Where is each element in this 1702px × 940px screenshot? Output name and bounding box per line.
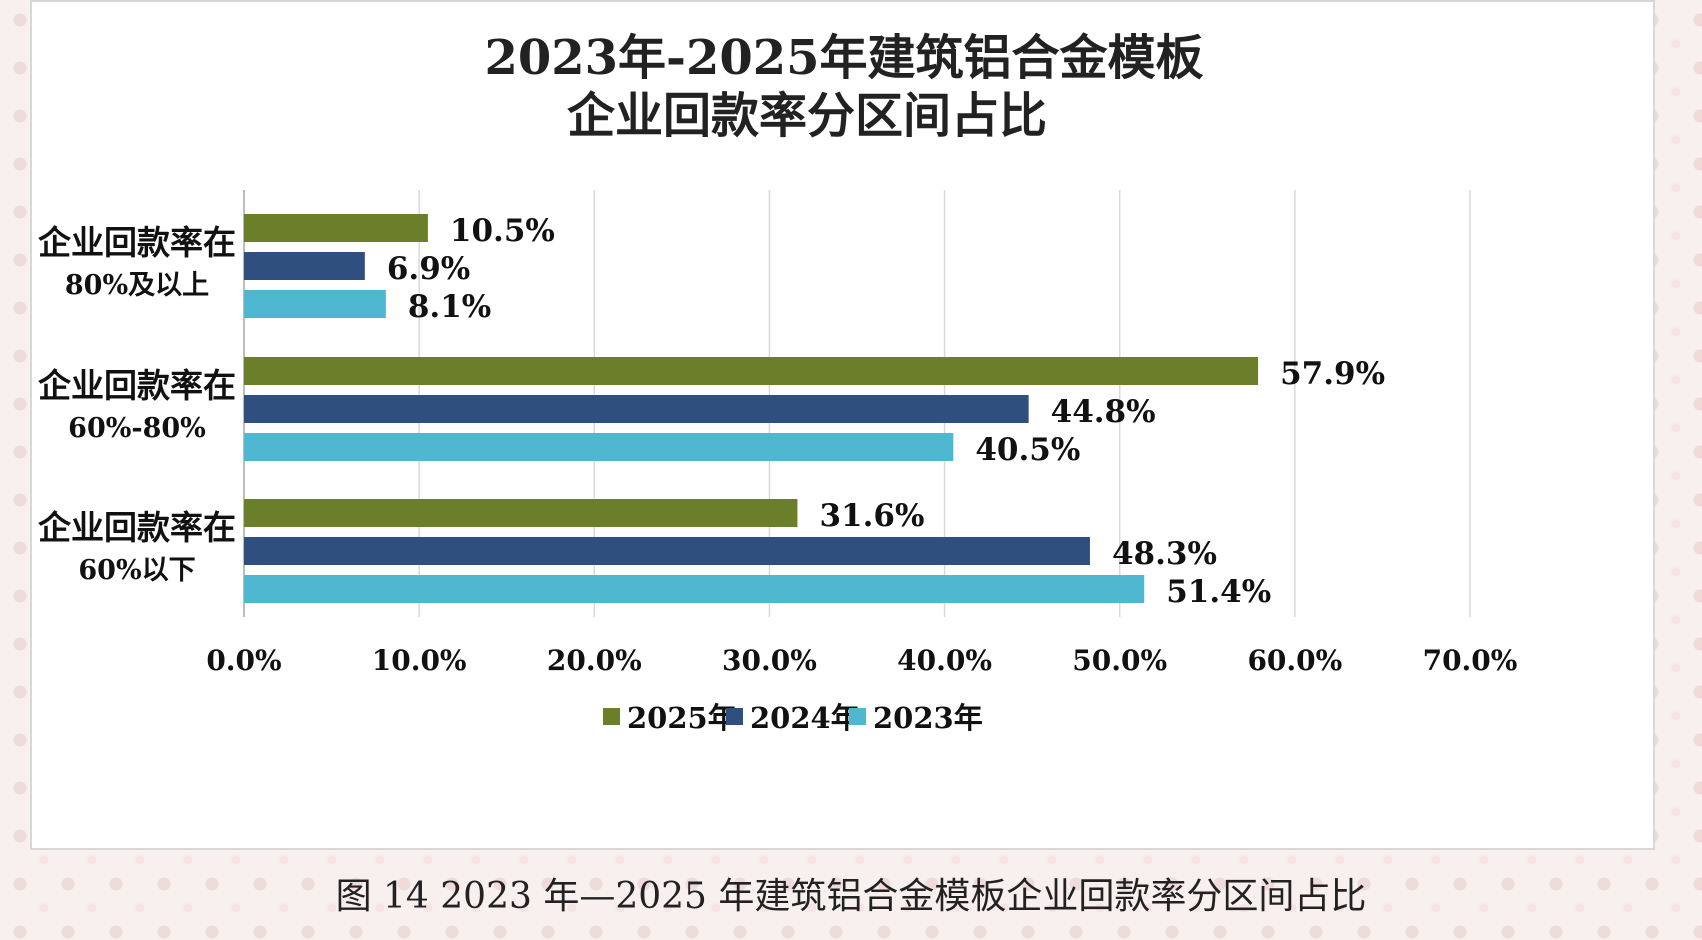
bar-series-1-category-2	[244, 537, 1090, 565]
data-label: 57.9%	[1280, 356, 1385, 392]
chart-svg: 2023年-2025年建筑铝合金模板 企业回款率分区间占比 企业回款率在 80%及…	[38, 30, 1517, 735]
x-tick-label: 30.0%	[722, 644, 817, 677]
data-label: 44.8%	[1051, 394, 1156, 430]
x-tick-label: 60.0%	[1247, 644, 1342, 677]
label-layer: 10.5% 57.9% 31.6% 6.9% 44.8% 48.3% 8.1% 40.5% 51…	[387, 213, 1385, 610]
category-label: 企业回款率在	[38, 366, 236, 405]
tick-layer: 0.0% 10.0% 20.0% 30.0% 40.0% 50.0% 60.0% 70.0%	[206, 644, 1517, 677]
x-tick-label: 50.0%	[1072, 644, 1167, 677]
bar-series-0-category-1	[244, 357, 1259, 385]
category-label: 企业回款率在	[38, 223, 236, 262]
category-label: 60%-80%	[68, 413, 206, 444]
category-label: 企业回款率在	[38, 508, 236, 547]
data-label: 10.5%	[450, 213, 555, 249]
bar-series-2-category-0	[244, 290, 386, 318]
legend-swatch	[726, 708, 743, 725]
figure-caption: 图 14 2023 年—2025 年建筑铝合金模板企业回款率分区间占比	[335, 876, 1367, 917]
x-tick-label: 40.0%	[897, 644, 992, 677]
data-label: 51.4%	[1166, 574, 1271, 610]
chart-title-line-1: 2023年-2025年建筑铝合金模板	[484, 30, 1203, 86]
x-tick-label: 0.0%	[206, 644, 281, 677]
legend-label: 2025年	[627, 701, 737, 735]
legend-label: 2023年	[873, 701, 983, 735]
x-tick-label: 20.0%	[547, 644, 642, 677]
bar-series-0-category-0	[244, 214, 428, 242]
x-tick-label: 70.0%	[1423, 644, 1518, 677]
data-label: 31.6%	[819, 498, 924, 534]
legend-label: 2024年	[750, 701, 860, 735]
legend-layer: 2025年 2024年 2023年	[603, 701, 983, 735]
bar-series-0-category-2	[244, 499, 798, 527]
data-label: 6.9%	[387, 251, 470, 287]
legend-swatch	[603, 708, 620, 725]
bar-series-2-category-1	[244, 433, 954, 461]
chart-title-line-2: 企业回款率分区间占比	[567, 88, 1047, 144]
data-label: 8.1%	[408, 289, 491, 325]
category-label: 80%及以上	[65, 270, 209, 301]
bar-series-1-category-1	[244, 395, 1029, 423]
bar-layer	[244, 214, 1259, 603]
x-tick-label: 10.0%	[372, 644, 467, 677]
chart-frame: 2023年-2025年建筑铝合金模板 企业回款率分区间占比 企业回款率在 80%及…	[30, 0, 1655, 850]
legend-swatch	[849, 708, 866, 725]
data-label: 40.5%	[975, 432, 1080, 468]
category-label: 60%以下	[78, 555, 195, 586]
bar-series-1-category-0	[244, 252, 365, 280]
bar-series-2-category-2	[244, 575, 1145, 603]
data-label: 48.3%	[1112, 536, 1217, 572]
